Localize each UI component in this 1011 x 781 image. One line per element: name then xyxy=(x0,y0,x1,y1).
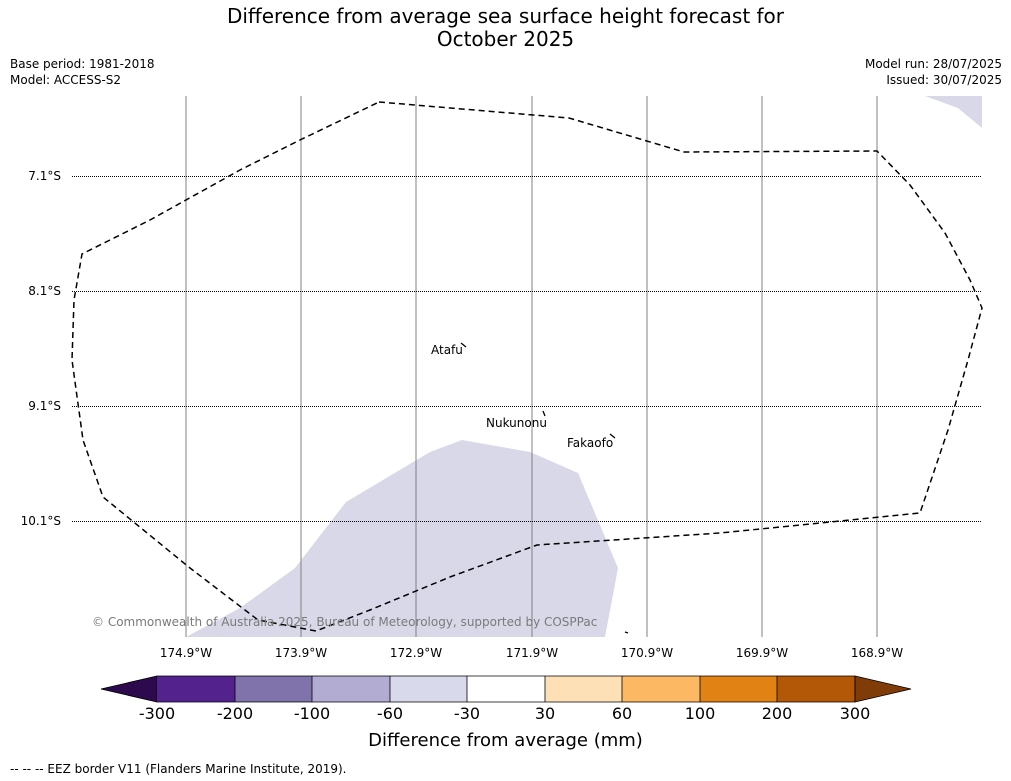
colorbar-extend-low xyxy=(100,675,158,703)
colorbar-bin-4 xyxy=(390,676,467,702)
island-markers xyxy=(460,342,629,634)
colorbar-tick: 30 xyxy=(534,704,556,723)
lat-label-9-1s: 9.1°S xyxy=(28,399,61,413)
fakaofo-island xyxy=(609,433,616,439)
colorbar-bin-1 xyxy=(157,676,235,702)
anomaly-region-south xyxy=(186,440,618,637)
colorbar-tick: -60 xyxy=(376,704,404,723)
copyright-notice: © Commonwealth of Australia 2025, Bureau… xyxy=(92,615,597,629)
colorbar-tick: 100 xyxy=(684,704,716,723)
colorbar-bin-5 xyxy=(467,676,545,702)
island-label-nukunonu: Nukunonu xyxy=(486,416,547,430)
parallel-lines xyxy=(72,176,982,522)
colorbar-bin-7 xyxy=(622,676,700,702)
lat-label-7-1s: 7.1°S xyxy=(28,169,61,183)
lon-label-174-9w: 174.9°W xyxy=(159,646,213,660)
lon-label-173-9w: 173.9°W xyxy=(274,646,328,660)
meta-right: Model run: 28/07/2025 Issued: 30/07/2025 xyxy=(865,56,1002,88)
island-label-atafu: Atafu xyxy=(431,343,463,357)
meta-left: Base period: 1981-2018 Model: ACCESS-S2 xyxy=(10,56,155,88)
model-name: Model: ACCESS-S2 xyxy=(10,73,122,87)
colorbar-bin-6 xyxy=(545,676,622,702)
model-run: Model run: 28/07/2025 xyxy=(864,57,1002,71)
title-line-2: October 2025 xyxy=(436,27,575,51)
eez-border xyxy=(71,101,983,632)
nukunonu-island xyxy=(542,410,546,417)
colorbar-label: Difference from average (mm) xyxy=(368,730,643,751)
lat-label-10-1s: 10.1°S xyxy=(20,514,61,528)
colorbar-tick: 60 xyxy=(611,704,633,723)
atafu-island xyxy=(460,342,467,348)
anomaly-region-northeast xyxy=(925,96,982,128)
colorbar-tick: -300 xyxy=(138,704,176,723)
colorbar-tick: 300 xyxy=(839,704,871,723)
colorbar-tick: -30 xyxy=(453,704,481,723)
colorbar-bin-2 xyxy=(235,676,312,702)
lon-label-169-9w: 169.9°W xyxy=(735,646,789,660)
chart-title: Difference from average sea surface heig… xyxy=(0,5,1011,51)
colorbar-bin-3 xyxy=(312,676,390,702)
base-period: Base period: 1981-2018 xyxy=(10,57,155,71)
lat-label-8-1s: 8.1°S xyxy=(28,284,61,298)
colorbar-tick: 200 xyxy=(761,704,793,723)
colorbar-bin-9 xyxy=(777,676,855,702)
lon-label-170-9w: 170.9°W xyxy=(620,646,674,660)
eez-legend-note: -- -- -- EEZ border V11 (Flanders Marine… xyxy=(10,762,347,776)
meridian-lines xyxy=(185,96,878,637)
colorbar-bin-8 xyxy=(700,676,777,702)
colorbar-tick: -200 xyxy=(216,704,254,723)
swains-island xyxy=(624,631,629,634)
lon-label-172-9w: 172.9°W xyxy=(389,646,443,660)
colorbar xyxy=(100,675,912,703)
colorbar-extend-high xyxy=(854,675,912,703)
issued-date: Issued: 30/07/2025 xyxy=(886,73,1002,87)
lon-label-171-9w: 171.9°W xyxy=(505,646,559,660)
title-line-1: Difference from average sea surface heig… xyxy=(226,4,785,28)
colorbar-tick: -100 xyxy=(293,704,331,723)
lon-label-168-9w: 168.9°W xyxy=(850,646,904,660)
island-label-fakaofo: Fakaofo xyxy=(567,436,613,450)
